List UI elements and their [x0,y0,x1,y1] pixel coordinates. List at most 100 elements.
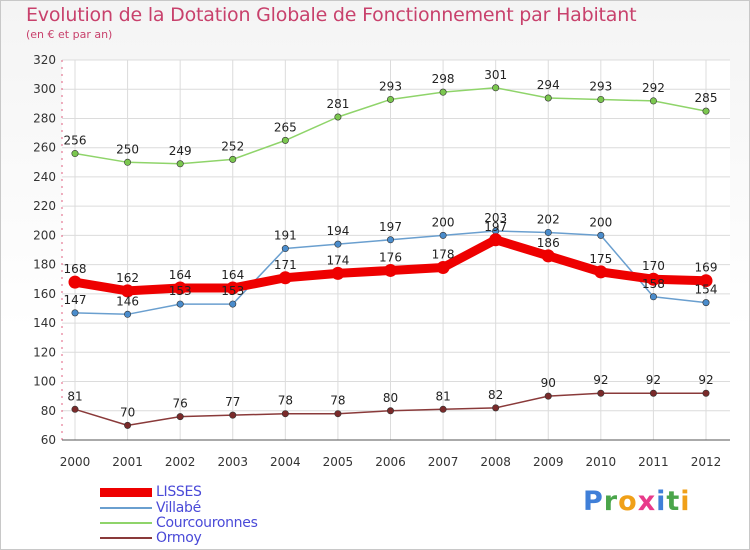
point-ormoy-2007 [439,405,447,413]
data-label-courcouronnes-2001: 250 [116,142,139,156]
legend-swatch-courcouronnes [100,522,152,524]
x-tick-label-2012: 2012 [691,455,722,469]
series-layer [68,84,713,429]
data-label-lisses-2010: 175 [589,252,612,266]
logo-letter: o [618,486,638,517]
data-label-courcouronnes-2000: 256 [64,134,87,148]
data-label-lisses-2000: 168 [64,262,87,276]
data-label-ormoy-2002: 76 [173,397,188,411]
data-label-ormoy-2000: 81 [67,389,82,403]
logo-letter: t [666,486,681,517]
data-label-villab-2009: 202 [537,212,560,226]
y-tick-label-120: 120 [33,345,56,359]
x-tick-label-2006: 2006 [375,455,406,469]
legend-item-villab: Villabé [100,500,201,516]
x-tick-label-2011: 2011 [638,455,669,469]
data-label-villab-2010: 200 [589,215,612,229]
data-label-villab-2002: 153 [169,284,192,298]
point-villab-2005 [334,240,342,248]
chart-subtitle: (en € et par an) [26,28,113,41]
point-ormoy-2001 [124,421,132,429]
point-villab-2002 [176,300,184,308]
data-label-ormoy-2010: 92 [593,373,608,387]
legend-item-lisses: LISSES [100,484,202,500]
data-label-villab-2001: 146 [116,294,139,308]
data-label-lisses-2011: 170 [642,259,665,273]
point-ormoy-2009 [544,392,552,400]
data-label-villab-2000: 147 [64,293,87,307]
point-courcouronnes-2010 [597,95,605,103]
point-villab-2011 [649,293,657,301]
point-villab-2004 [281,245,289,253]
logo-letter: P [583,486,604,517]
legend-label-ormoy: Ormoy [156,530,202,546]
data-label-villab-2011: 158 [642,277,665,291]
y-tick-label-180: 180 [33,258,56,272]
point-lisses-2004 [278,271,292,285]
logo-letter: i [656,486,667,517]
point-ormoy-2012 [702,389,710,397]
data-label-lisses-2002: 164 [169,268,192,282]
point-villab-2000 [71,309,79,317]
data-label-ormoy-2012: 92 [698,373,713,387]
point-courcouronnes-2002 [176,160,184,168]
point-ormoy-2006 [386,407,394,415]
y-tick-label-60: 60 [41,433,56,447]
point-courcouronnes-2006 [386,95,394,103]
point-villab-2009 [544,228,552,236]
data-label-ormoy-2008: 82 [488,388,503,402]
point-lisses-2002 [173,281,187,295]
data-label-courcouronnes-2004: 265 [274,120,297,134]
data-label-lisses-2005: 174 [326,253,349,267]
point-villab-2012 [702,299,710,307]
data-label-villab-2003: 153 [221,284,244,298]
x-tick-label-2000: 2000 [60,455,91,469]
legend-swatch-ormoy [100,537,152,539]
point-lisses-2008 [489,233,503,247]
point-ormoy-2000 [71,405,79,413]
point-villab-2006 [386,236,394,244]
data-label-villab-2005: 194 [326,224,349,238]
point-lisses-2001 [121,284,135,298]
grid-lines [62,59,730,441]
data-label-ormoy-2011: 92 [646,373,661,387]
point-villab-2003 [229,300,237,308]
data-label-courcouronnes-2002: 249 [169,144,192,158]
point-courcouronnes-2007 [439,88,447,96]
data-label-villab-2012: 154 [695,283,718,297]
legend-swatch-villab [100,507,152,509]
proxiti-logo: Proxiti [583,486,691,517]
point-lisses-2010 [594,265,608,279]
point-ormoy-2011 [649,389,657,397]
data-label-ormoy-2001: 70 [120,405,135,419]
legend-item-ormoy: Ormoy [100,530,202,546]
data-label-ormoy-2005: 78 [330,394,345,408]
data-label-villab-2008: 203 [484,211,507,225]
y-tick-label-240: 240 [33,170,56,184]
data-label-lisses-2004: 171 [274,258,297,272]
point-lisses-2006 [384,263,397,277]
point-courcouronnes-2004 [281,136,289,144]
point-courcouronnes-2005 [334,113,342,121]
data-label-courcouronnes-2009: 294 [537,78,560,92]
point-lisses-2009 [541,249,555,263]
point-courcouronnes-2012 [702,107,710,115]
y-tick-label-260: 260 [33,141,56,155]
data-label-lisses-2007: 178 [432,248,455,262]
data-label-courcouronnes-2012: 285 [695,91,718,105]
data-label-ormoy-2003: 77 [225,395,240,409]
point-courcouronnes-2008 [492,84,500,92]
point-lisses-2012 [699,274,713,288]
y-tick-label-280: 280 [33,111,56,125]
point-courcouronnes-2003 [229,155,237,163]
y-tick-label-200: 200 [33,228,56,242]
data-label-ormoy-2009: 90 [541,376,556,390]
data-label-lisses-2006: 176 [379,250,402,264]
legend-label-lisses: LISSES [156,484,202,500]
data-label-lisses-2008: 197 [484,220,507,234]
point-lisses-2011 [646,272,660,286]
y-tick-label-300: 300 [33,82,56,96]
point-ormoy-2002 [176,413,184,421]
data-label-villab-2004: 191 [274,229,297,243]
